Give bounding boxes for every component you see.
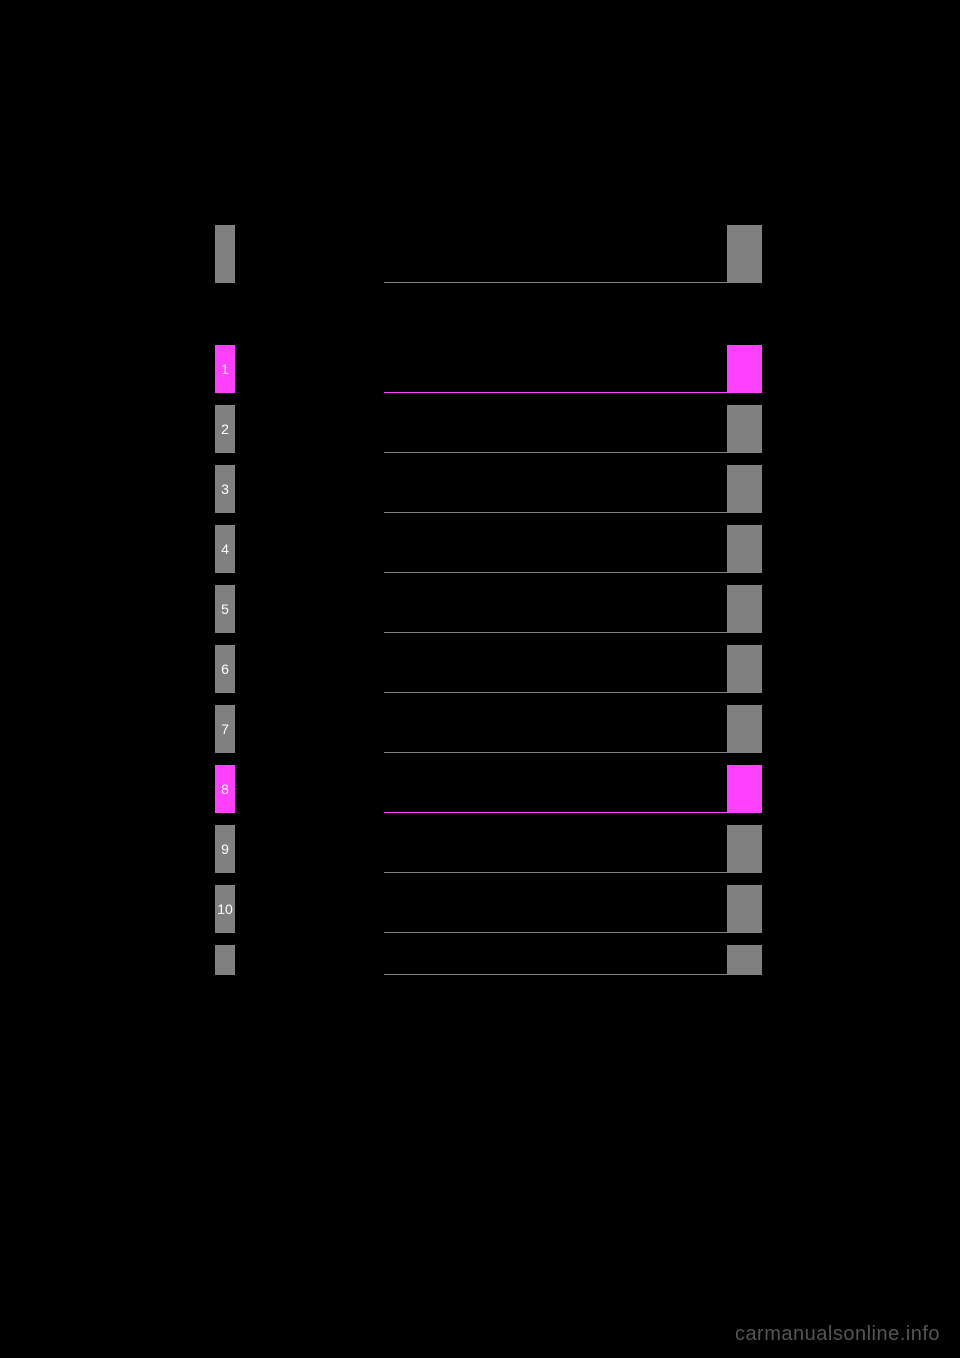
toc-row[interactable]: 9 [215, 825, 762, 873]
toc-end-tab [727, 945, 762, 975]
toc-row[interactable]: 7 [215, 705, 762, 753]
toc-content-box [384, 945, 727, 975]
toc-row[interactable]: 8 [215, 765, 762, 813]
toc-content-box [384, 825, 727, 873]
toc-gap [235, 765, 384, 813]
toc-end-tab [727, 645, 762, 693]
toc-number-tab: 1 [215, 345, 235, 393]
header-row [215, 225, 235, 283]
header-content-box [384, 225, 762, 283]
toc-container: 1 2 3 4 5 6 7 8 [215, 345, 762, 987]
toc-content-box [384, 405, 727, 453]
toc-row[interactable]: 1 [215, 345, 762, 393]
toc-end-tab [727, 705, 762, 753]
toc-number-tab: 4 [215, 525, 235, 573]
toc-gap [235, 585, 384, 633]
toc-number-tab: 7 [215, 705, 235, 753]
toc-number-tab: 8 [215, 765, 235, 813]
header-tab [215, 225, 235, 283]
toc-content-box [384, 465, 727, 513]
toc-content-box [384, 765, 727, 813]
toc-number-tab: 3 [215, 465, 235, 513]
toc-gap [235, 885, 384, 933]
toc-end-tab [727, 585, 762, 633]
toc-row[interactable] [215, 945, 762, 975]
toc-end-tab [727, 885, 762, 933]
toc-number-tab: 9 [215, 825, 235, 873]
toc-end-tab [727, 765, 762, 813]
toc-row[interactable]: 3 [215, 465, 762, 513]
toc-content-box [384, 885, 727, 933]
toc-content-box [384, 705, 727, 753]
toc-content-box [384, 345, 727, 393]
toc-number-tab: 5 [215, 585, 235, 633]
toc-gap [235, 525, 384, 573]
toc-content-box [384, 645, 727, 693]
toc-end-tab [727, 525, 762, 573]
toc-gap [235, 405, 384, 453]
toc-gap [235, 705, 384, 753]
watermark-text: carmanualsonline.info [735, 1323, 940, 1346]
toc-content-box [384, 585, 727, 633]
toc-number-tab: 6 [215, 645, 235, 693]
toc-content-box [384, 525, 727, 573]
toc-number-tab: 2 [215, 405, 235, 453]
toc-row[interactable]: 6 [215, 645, 762, 693]
toc-gap [235, 645, 384, 693]
toc-gap [235, 825, 384, 873]
toc-number-tab: 10 [215, 885, 235, 933]
toc-gap [235, 465, 384, 513]
toc-row[interactable]: 4 [215, 525, 762, 573]
toc-gap [235, 345, 384, 393]
toc-end-tab [727, 405, 762, 453]
toc-row[interactable]: 5 [215, 585, 762, 633]
toc-row[interactable]: 10 [215, 885, 762, 933]
toc-end-tab [727, 825, 762, 873]
toc-row[interactable]: 2 [215, 405, 762, 453]
toc-end-tab [727, 465, 762, 513]
toc-end-tab [727, 345, 762, 393]
header-end-tab [727, 225, 762, 283]
toc-gap [235, 945, 384, 975]
toc-number-tab [215, 945, 235, 975]
